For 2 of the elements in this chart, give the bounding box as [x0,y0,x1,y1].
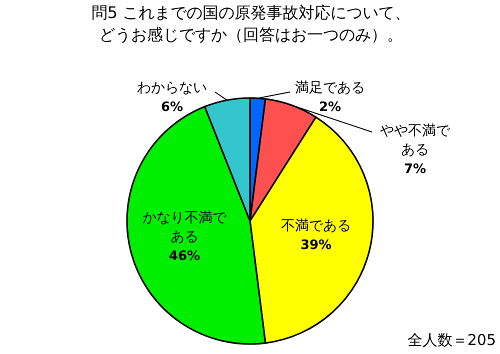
annotation: 全人数＝205 [407,331,496,350]
title: 問5 これまでの国の原発事故対応について、どうお感じですか（回答はお一つのみ）。 [90,2,412,46]
